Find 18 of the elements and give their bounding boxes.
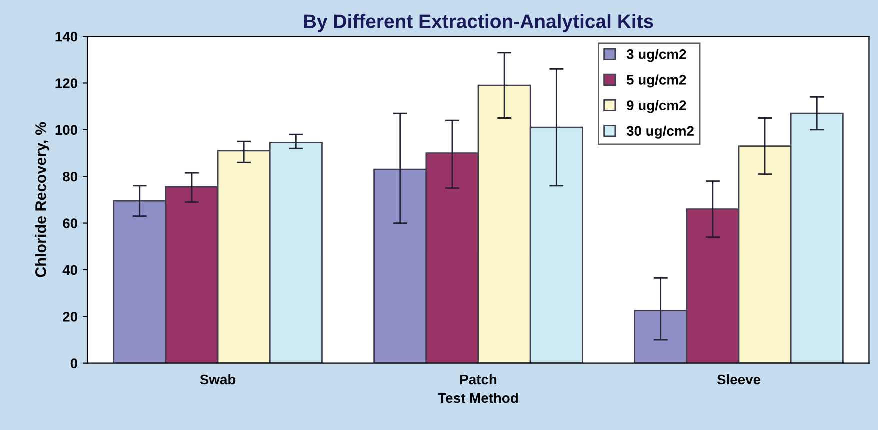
y-tick-label: 140 (56, 32, 78, 42)
y-tick-label: 120 (56, 78, 78, 88)
legend-label: 5 ug/cm2 (626, 74, 686, 88)
x-tick-label: Patch (460, 374, 497, 385)
x-tick-label: Swab (200, 374, 236, 385)
chart-title: By Different Extraction-Analytical Kits (304, 14, 654, 32)
y-tick-label: 40 (62, 265, 78, 276)
y-axis-title: Chloride Recovery, % (35, 122, 50, 278)
legend-label: 30 ug/cm2 (626, 126, 694, 139)
y-tick-label: 80 (63, 172, 78, 182)
x-tick-label: Sleeve (717, 374, 761, 385)
legend-label: 9 ug/cm2 (627, 100, 686, 114)
y-tick-label: 0 (70, 358, 78, 369)
y-tick-label: 100 (56, 125, 78, 136)
y-tick-label: 20 (63, 312, 78, 322)
y-tick-label: 60 (63, 218, 78, 228)
x-axis-title: Test Method (438, 392, 518, 404)
legend-label: 3 ug/cm2 (626, 49, 686, 62)
